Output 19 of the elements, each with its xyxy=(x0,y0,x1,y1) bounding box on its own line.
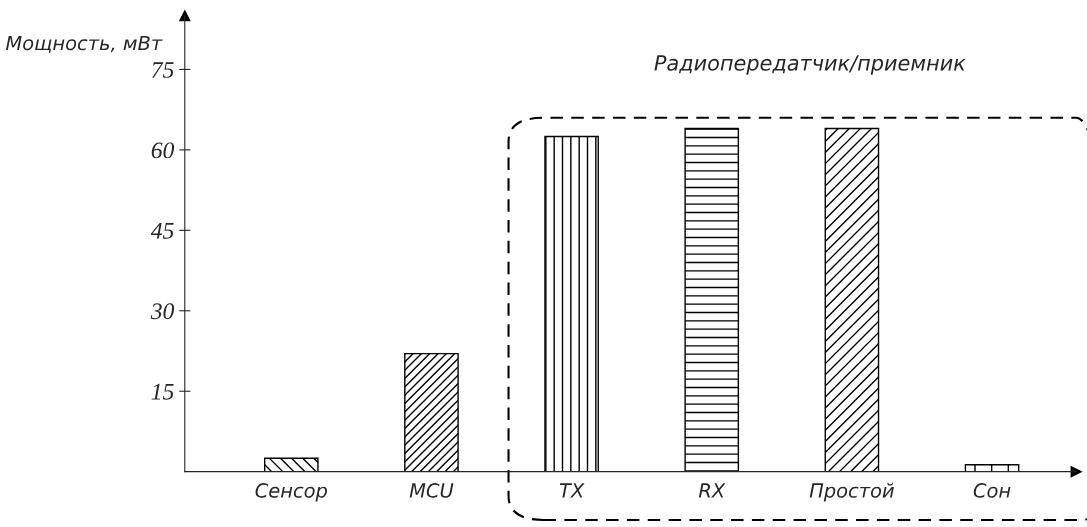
x-tick-label: RX xyxy=(698,483,726,498)
x-tick-label: TX xyxy=(559,483,585,498)
y-tick-label: 30 xyxy=(150,303,175,320)
bar xyxy=(544,135,599,472)
x-tick-label: Простой xyxy=(809,482,894,502)
y-tick-label: 60 xyxy=(151,142,175,159)
x-tick-label: MCU xyxy=(409,483,454,498)
bar xyxy=(404,352,459,472)
x-tick-label: Сон xyxy=(973,483,1011,498)
bar xyxy=(684,127,740,472)
bar xyxy=(263,457,319,472)
y-tick-label: 15 xyxy=(151,383,174,400)
y-tick-label: 45 xyxy=(150,222,174,239)
y-axis-title: Мощность, мВт xyxy=(5,35,163,53)
y-tick-label: 75 xyxy=(152,62,174,78)
annotation: Радиопередатчик/приемник xyxy=(654,55,966,75)
bar xyxy=(824,127,880,472)
x-tick-label: Сенсор xyxy=(255,483,327,502)
bar xyxy=(964,463,1020,472)
